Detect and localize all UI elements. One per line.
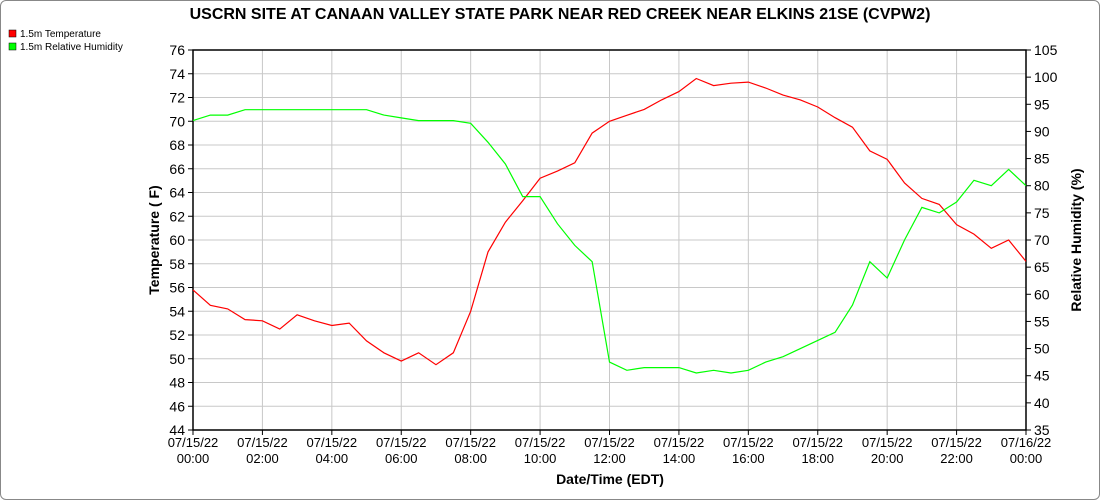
y-axis-label: Temperature ( F) [146,185,162,294]
x-tick-time: 22:00 [940,451,973,466]
y2-axis-label: Relative Humidity (%) [1068,168,1084,311]
x-tick-date: 07/16/22 [1001,435,1052,450]
y2-tick-label: 60 [1034,286,1050,302]
y2-tick-label: 100 [1034,69,1058,85]
y2-tick-label: 105 [1034,42,1058,58]
y-tick-label: 62 [169,208,185,224]
x-tick-date: 07/15/22 [654,435,705,450]
y2-tick-label: 80 [1034,178,1050,194]
y2-tick-label: 70 [1034,232,1050,248]
x-tick-time: 10:00 [524,451,557,466]
chart-title: USCRN SITE AT CANAAN VALLEY STATE PARK N… [190,6,931,23]
x-axis-label: Date/Time (EDT) [556,471,664,487]
y-tick-label: 64 [169,185,185,201]
x-tick-time: 16:00 [732,451,765,466]
y-tick-label: 56 [169,280,185,296]
legend-swatch-humidity [8,42,17,51]
x-tick-time: 00:00 [177,451,210,466]
y-tick-label: 60 [169,232,185,248]
temperature-line [192,77,1027,366]
y-tick-label: 58 [169,256,185,272]
x-tick-date: 07/15/22 [723,435,774,450]
y-tick-label: 66 [169,161,185,177]
x-tick-date: 07/15/22 [931,435,982,450]
x-tick-date: 07/15/22 [445,435,496,450]
y-tick-label: 46 [169,398,185,414]
grid [192,49,1027,431]
y2-tick-label: 45 [1034,368,1050,384]
x-tick-time: 12:00 [593,451,626,466]
x-tick-time: 04:00 [316,451,349,466]
y2-tick-label: 90 [1034,123,1050,139]
legend-label-temperature: 1.5m Temperature [20,29,101,40]
axes: 44 46 48 50 52 54 56 58 60 62 64 66 68 70 72 74 76 35 40 45… [168,42,1058,466]
y-tick-label: 50 [169,351,185,367]
x-tick-time: 08:00 [454,451,487,466]
y-tick-label: 68 [169,137,185,153]
x-tick-date: 07/15/22 [237,435,288,450]
y2-tick-label: 55 [1034,313,1050,329]
x-tick-time: 00:00 [1010,451,1043,466]
x-tick-time: 02:00 [246,451,279,466]
x-tick-time: 18:00 [801,451,834,466]
y2-tick-label: 85 [1034,151,1050,167]
y2-tick-label: 50 [1034,341,1050,357]
series-lines [192,77,1027,374]
x-tick-date: 07/15/22 [515,435,566,450]
x-tick-time: 14:00 [663,451,696,466]
y-tick-label: 44 [169,422,185,438]
y-tick-label: 76 [169,42,185,58]
y-tick-label: 48 [169,375,185,391]
legend: 1.5m Temperature 1.5m Relative Humidity [8,29,123,53]
plot-border [192,49,1027,431]
x-tick-date: 07/15/22 [584,435,635,450]
y-tick-label: 74 [169,66,185,82]
x-tick-time: 20:00 [871,451,904,466]
y-tick-label: 54 [169,303,185,319]
x-tick-date: 07/15/22 [168,435,219,450]
y2-tick-label: 40 [1034,395,1050,411]
legend-label-humidity: 1.5m Relative Humidity [20,42,123,53]
x-tick-date: 07/15/22 [376,435,427,450]
x-tick-date: 07/15/22 [792,435,843,450]
y-tick-label: 70 [169,113,185,129]
y-tick-label: 72 [169,90,185,106]
y2-tick-label: 75 [1034,205,1050,221]
x-tick-time: 06:00 [385,451,418,466]
y-tick-label: 52 [169,327,185,343]
x-tick-date: 07/15/22 [307,435,358,450]
y2-tick-label: 95 [1034,96,1050,112]
humidity-line [192,109,1027,374]
x-tick-date: 07/15/22 [862,435,913,450]
y2-tick-label: 35 [1034,422,1050,438]
y2-tick-label: 65 [1034,259,1050,275]
legend-swatch-temperature [8,29,17,38]
